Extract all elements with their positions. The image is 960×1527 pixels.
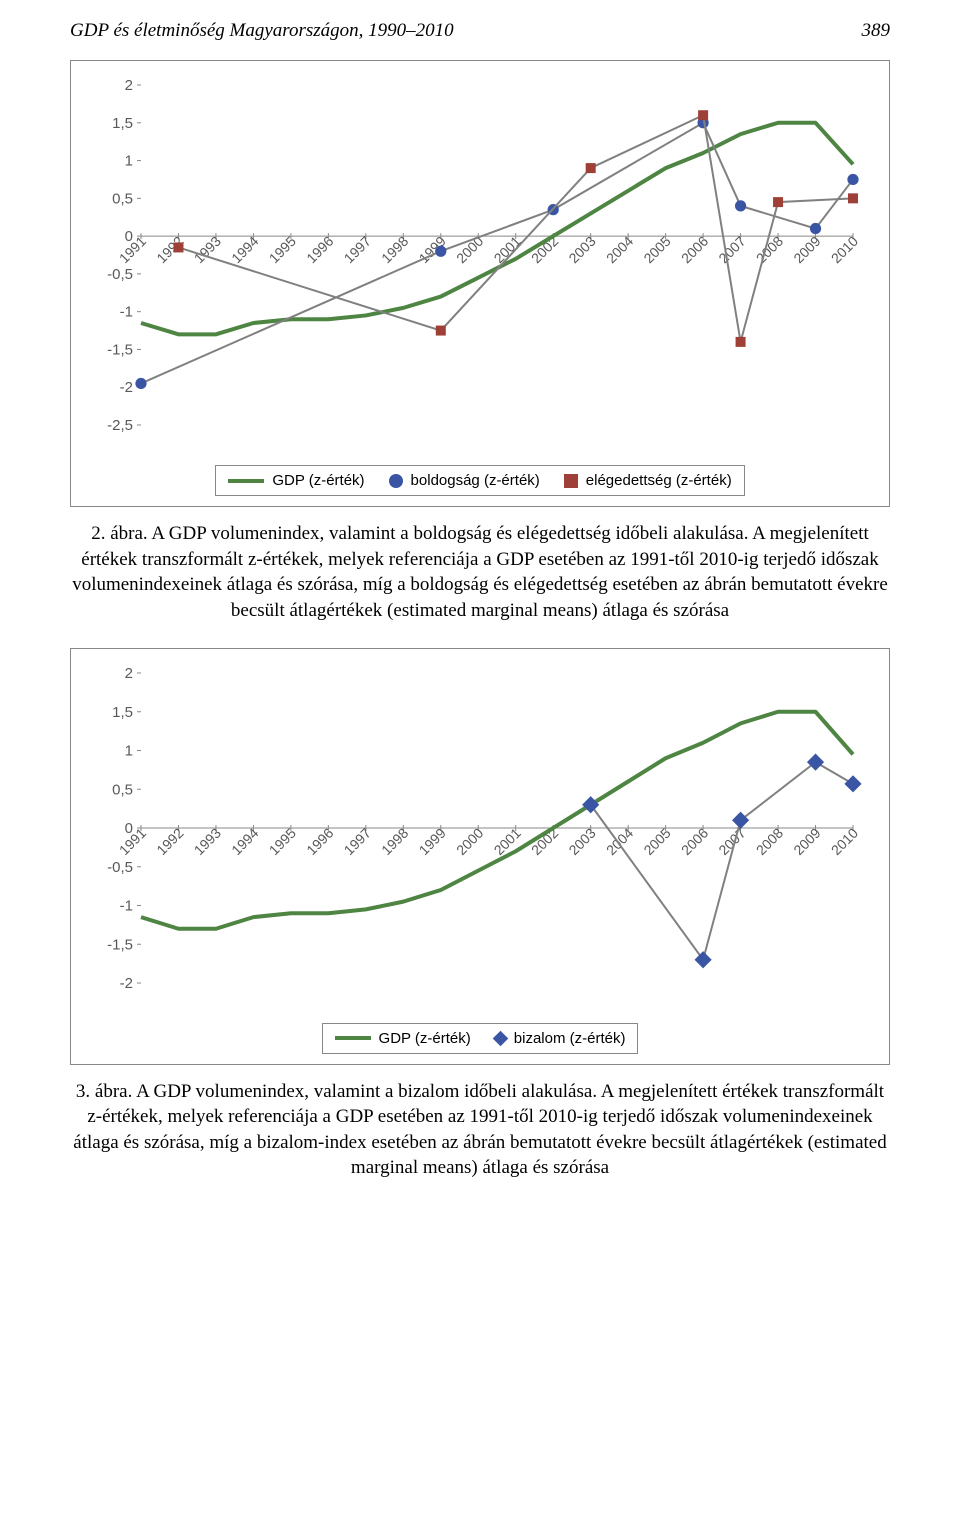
svg-text:2009: 2009	[790, 824, 823, 857]
svg-text:2005: 2005	[640, 233, 673, 266]
svg-text:-1: -1	[120, 897, 133, 914]
svg-text:1,5: 1,5	[112, 115, 133, 132]
header-title: GDP és életminőség Magyarországon, 1990–…	[70, 20, 454, 42]
svg-text:-2: -2	[120, 975, 133, 992]
svg-text:2008: 2008	[753, 233, 786, 266]
svg-text:2006: 2006	[678, 824, 711, 857]
svg-text:1994: 1994	[228, 824, 261, 857]
svg-text:0,5: 0,5	[112, 190, 133, 207]
svg-text:2003: 2003	[565, 233, 598, 266]
header-pagenum: 389	[862, 20, 891, 42]
legend-label: GDP (z-érték)	[272, 472, 364, 489]
svg-text:-1,5: -1,5	[107, 936, 133, 953]
chart-1-caption: 2. ábra. A GDP volumenindex, valamint a …	[70, 521, 890, 624]
svg-text:-0,5: -0,5	[107, 858, 133, 875]
svg-text:1999: 1999	[416, 824, 449, 857]
legend-label: elégedettség (z-érték)	[586, 472, 732, 489]
svg-text:1998: 1998	[378, 233, 411, 266]
svg-text:1993: 1993	[191, 824, 224, 857]
chart-1-box: 21,510,50-0,5-1-1,5-2-2,5199119921993199…	[70, 60, 890, 507]
svg-text:1994: 1994	[228, 233, 261, 266]
legend-item: GDP (z-érték)	[228, 472, 364, 489]
svg-text:2005: 2005	[640, 824, 673, 857]
legend-item: boldogság (z-érték)	[389, 472, 540, 489]
svg-text:2010: 2010	[828, 824, 861, 857]
svg-text:1992: 1992	[153, 824, 186, 857]
svg-text:0,5: 0,5	[112, 781, 133, 798]
svg-text:1991: 1991	[116, 824, 149, 857]
svg-text:2: 2	[125, 665, 133, 682]
svg-text:1995: 1995	[266, 824, 299, 857]
chart-2-caption: 3. ábra. A GDP volumenindex, valamint a …	[70, 1079, 890, 1182]
legend-label: boldogság (z-érték)	[411, 472, 540, 489]
svg-text:1995: 1995	[266, 233, 299, 266]
svg-text:2007: 2007	[715, 233, 748, 266]
svg-text:1996: 1996	[303, 824, 336, 857]
svg-text:-2: -2	[120, 379, 133, 396]
svg-text:1998: 1998	[378, 824, 411, 857]
legend-item: elégedettség (z-érték)	[564, 472, 732, 489]
svg-text:1991: 1991	[116, 233, 149, 266]
svg-text:2003: 2003	[565, 824, 598, 857]
chart-2-legend: GDP (z-érték) bizalom (z-érték)	[322, 1023, 639, 1054]
svg-text:2: 2	[125, 77, 133, 94]
page-header: GDP és életminőség Magyarországon, 1990–…	[70, 20, 890, 42]
chart-1-legend: GDP (z-érték) boldogság (z-érték) elégedet…	[215, 465, 744, 496]
svg-text:1996: 1996	[303, 233, 336, 266]
chart-2-box: 21,510,50-0,5-1-1,5-21991199219931994199…	[70, 648, 890, 1065]
svg-text:2008: 2008	[753, 824, 786, 857]
svg-text:2004: 2004	[603, 233, 636, 266]
svg-text:-1,5: -1,5	[107, 341, 133, 358]
legend-label: bizalom (z-érték)	[514, 1030, 626, 1047]
legend-item: GDP (z-érték)	[335, 1030, 471, 1047]
legend-label: GDP (z-érték)	[379, 1030, 471, 1047]
svg-text:2000: 2000	[453, 824, 486, 857]
svg-text:1,5: 1,5	[112, 703, 133, 720]
svg-text:2009: 2009	[790, 233, 823, 266]
svg-text:2010: 2010	[828, 233, 861, 266]
chart-2: 21,510,50-0,5-1-1,5-21991199219931994199…	[91, 663, 871, 1013]
svg-text:-2,5: -2,5	[107, 417, 133, 434]
svg-text:1997: 1997	[341, 824, 374, 857]
svg-text:1: 1	[125, 742, 133, 759]
chart-1: 21,510,50-0,5-1-1,5-2-2,5199119921993199…	[91, 75, 871, 455]
svg-text:2000: 2000	[453, 233, 486, 266]
legend-item: bizalom (z-érték)	[495, 1030, 626, 1047]
svg-text:2006: 2006	[678, 233, 711, 266]
svg-text:2001: 2001	[491, 824, 524, 857]
svg-text:-1: -1	[120, 304, 133, 321]
svg-text:1997: 1997	[341, 233, 374, 266]
svg-text:1: 1	[125, 153, 133, 170]
svg-text:-0,5: -0,5	[107, 266, 133, 283]
